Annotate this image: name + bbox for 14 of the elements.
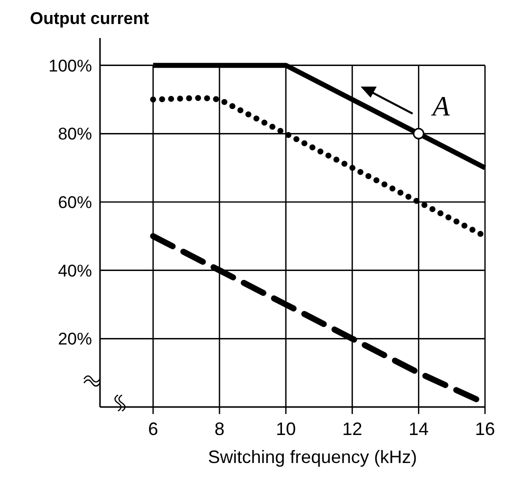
x-tick-label: 8 bbox=[214, 419, 224, 439]
y-tick-label: 20% bbox=[58, 330, 92, 349]
x-tick-label: 6 bbox=[148, 419, 158, 439]
y-tick-label: 100% bbox=[48, 56, 92, 76]
x-tick-label: 14 bbox=[408, 419, 429, 439]
x-axis-title: Switching frequency (kHz) bbox=[208, 447, 418, 467]
y-tick-label: 60% bbox=[58, 193, 92, 212]
y-tick-label: 40% bbox=[58, 261, 92, 280]
x-tick-label: 10 bbox=[276, 419, 296, 439]
annotation: A bbox=[430, 92, 451, 123]
x-tick-label: 16 bbox=[474, 419, 496, 439]
chart-title: Output current bbox=[30, 9, 150, 28]
y-tick-label: 80% bbox=[58, 124, 92, 144]
x-tick-label: 12 bbox=[342, 419, 362, 439]
